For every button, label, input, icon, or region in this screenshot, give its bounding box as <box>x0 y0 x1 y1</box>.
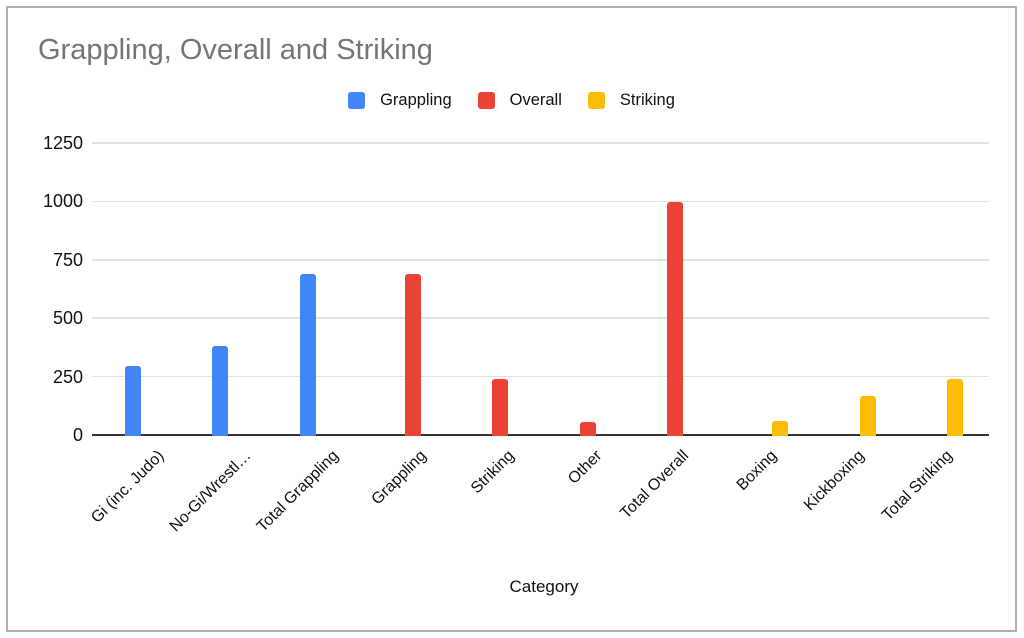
bar-boxing[interactable] <box>772 420 788 436</box>
y-tick-label-500: 500 <box>52 308 83 329</box>
x-label-no-gi-wrestl: No-Gi/Wrestl… <box>166 447 255 536</box>
legend-swatch-striking <box>587 92 605 109</box>
gridline-250 <box>92 375 989 378</box>
legend-label: Overall <box>509 91 562 109</box>
x-label-other: Other <box>564 447 606 488</box>
x-label-gi-inc-judo: Gi (inc. Judo) <box>87 447 168 527</box>
x-label-striking: Striking <box>467 447 518 498</box>
x-label-grappling: Grappling <box>368 447 430 509</box>
x-label-boxing: Boxing <box>733 447 781 494</box>
legend-item-grappling[interactable]: Grappling <box>348 91 452 110</box>
x-label-total-grappling: Total Grappling <box>254 447 343 536</box>
bar-total-striking[interactable] <box>947 378 964 436</box>
y-tick-label-0: 0 <box>72 425 83 445</box>
x-label-total-striking: Total Striking <box>878 447 956 525</box>
bar-total-overall[interactable] <box>667 202 684 436</box>
gridline-750 <box>92 259 989 261</box>
bar-kickboxing[interactable] <box>859 396 876 436</box>
x-axis-title: Category <box>509 577 579 596</box>
legend-swatch-overall <box>477 92 495 109</box>
chart-card: Grappling, Overall and Striking Grapplin… <box>6 6 1017 632</box>
legend-item-overall[interactable]: Overall <box>477 91 562 110</box>
legend-label: Striking <box>619 91 675 109</box>
y-tick-label-250: 250 <box>52 366 83 387</box>
y-tick-label-1250: 1250 <box>42 133 83 153</box>
bar-grappling[interactable] <box>404 273 421 436</box>
x-label-kickboxing: Kickboxing <box>801 447 868 515</box>
bar-total-grappling[interactable] <box>300 273 316 436</box>
y-tick-label-750: 750 <box>52 249 83 270</box>
chart-legend: Grappling Overall Striking <box>8 91 1015 110</box>
x-axis-line <box>92 433 989 436</box>
legend-swatch-grappling <box>348 92 366 109</box>
bar-other[interactable] <box>579 421 596 436</box>
bar-no-gi-wrestl[interactable] <box>212 346 229 436</box>
legend-label: Grappling <box>380 91 452 109</box>
bar-striking[interactable] <box>492 378 509 436</box>
y-tick-label-1000: 1000 <box>42 191 83 212</box>
gridline-1250 <box>92 142 989 144</box>
bar-gi-inc-judo[interactable] <box>124 365 141 436</box>
plot-area <box>92 142 989 436</box>
x-label-total-overall: Total Overall <box>617 447 693 523</box>
legend-item-striking[interactable]: Striking <box>587 91 675 110</box>
gridline-1000 <box>92 200 989 203</box>
chart-title: Grappling, Overall and Striking <box>38 34 433 66</box>
gridline-500 <box>92 317 989 319</box>
